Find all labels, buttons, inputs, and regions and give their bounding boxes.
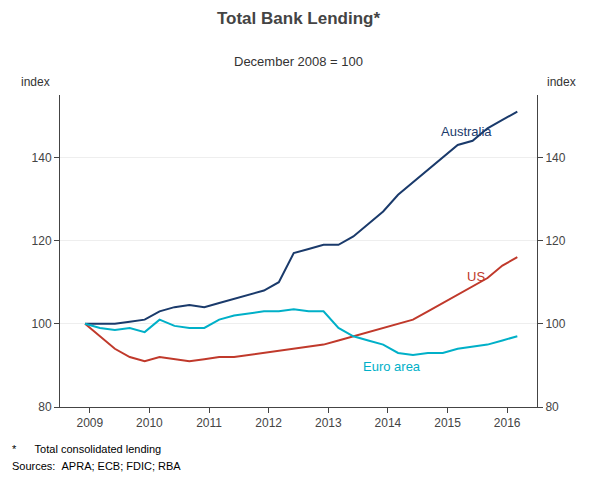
svg-text:index: index bbox=[21, 75, 50, 89]
svg-text:Sources: APRA; ECB; FDIC; RBA: Sources: APRA; ECB; FDIC; RBA bbox=[12, 460, 181, 472]
svg-text:140: 140 bbox=[32, 151, 52, 165]
svg-text:2013: 2013 bbox=[315, 416, 342, 430]
svg-text:140: 140 bbox=[545, 151, 565, 165]
svg-text:Euro area: Euro area bbox=[363, 359, 421, 374]
svg-text:2014: 2014 bbox=[375, 416, 402, 430]
svg-text:100: 100 bbox=[545, 317, 565, 331]
svg-text:2010: 2010 bbox=[136, 416, 163, 430]
svg-text:80: 80 bbox=[545, 400, 559, 414]
svg-text:Australia: Australia bbox=[441, 124, 492, 139]
svg-text:100: 100 bbox=[32, 317, 52, 331]
svg-text:US: US bbox=[467, 269, 485, 284]
svg-text:Total Bank Lending*: Total Bank Lending* bbox=[217, 9, 380, 28]
svg-text:2012: 2012 bbox=[255, 416, 282, 430]
svg-text:* Total consolidated lend: * Total consolidated lending bbox=[12, 443, 161, 455]
svg-text:80: 80 bbox=[38, 400, 52, 414]
svg-text:2016: 2016 bbox=[494, 416, 521, 430]
svg-text:index: index bbox=[547, 75, 576, 89]
svg-text:2011: 2011 bbox=[196, 416, 222, 430]
svg-text:120: 120 bbox=[545, 234, 565, 248]
svg-text:December 2008 = 100: December 2008 = 100 bbox=[234, 54, 363, 69]
svg-text:2009: 2009 bbox=[76, 416, 103, 430]
svg-text:2015: 2015 bbox=[434, 416, 461, 430]
svg-text:120: 120 bbox=[32, 234, 52, 248]
